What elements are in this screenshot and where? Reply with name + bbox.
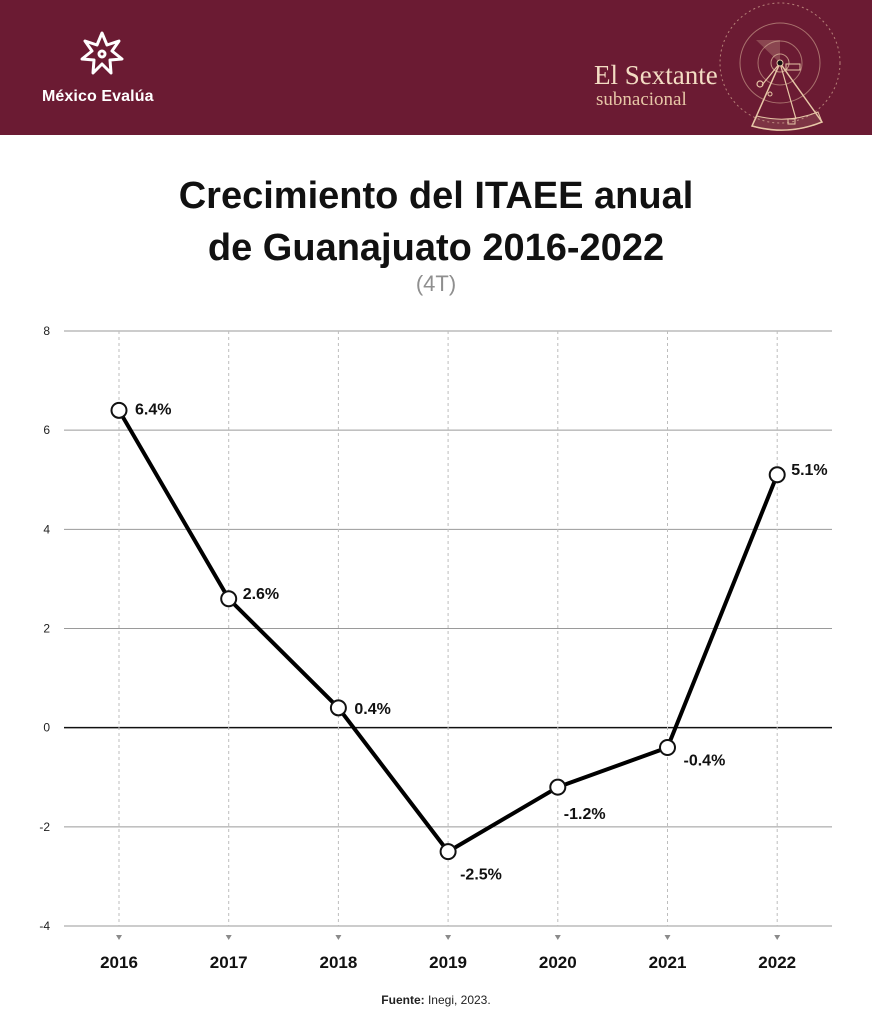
x-tick-label: 2020 bbox=[539, 953, 577, 972]
data-point bbox=[549, 778, 567, 796]
sextant-icon bbox=[719, 2, 841, 131]
y-tick-label: 2 bbox=[43, 622, 50, 636]
x-tick-label: 2016 bbox=[100, 953, 138, 972]
publication-subtitle: subnacional bbox=[596, 89, 687, 110]
data-point bbox=[110, 401, 128, 419]
y-tick-label: 0 bbox=[43, 721, 50, 735]
chart-title-line-1: Crecimiento del ITAEE anual bbox=[178, 175, 694, 217]
x-tick-marker bbox=[225, 935, 232, 940]
x-tick-marker bbox=[774, 935, 781, 940]
source-label: Fuente: bbox=[381, 993, 425, 1007]
data-point bbox=[439, 843, 457, 861]
x-tick-marker bbox=[554, 935, 561, 940]
chart-title: Crecimiento del ITAEE anual de Guanajuat… bbox=[0, 170, 872, 274]
y-tick-label: -2 bbox=[39, 820, 50, 834]
x-tick-label: 2022 bbox=[758, 953, 796, 972]
x-tick-label: 2021 bbox=[649, 953, 687, 972]
data-label: 2.6% bbox=[243, 586, 279, 603]
x-tick-marker bbox=[335, 935, 342, 940]
data-label: 5.1% bbox=[791, 462, 827, 479]
brand-name: México Evalúa bbox=[42, 88, 154, 105]
data-label: 6.4% bbox=[135, 401, 171, 418]
publication-title: El Sextante bbox=[594, 60, 718, 90]
header-banner: México Evalúa El Sextante subnacional bbox=[0, 0, 872, 135]
data-label: -0.4% bbox=[684, 753, 726, 770]
data-point bbox=[329, 699, 347, 717]
x-tick-label: 2019 bbox=[429, 953, 467, 972]
x-tick-marker bbox=[445, 935, 452, 940]
x-tick-label: 2017 bbox=[210, 953, 248, 972]
data-point bbox=[659, 739, 676, 756]
x-tick-marker bbox=[664, 935, 671, 940]
asterisk-flower-icon bbox=[80, 31, 124, 75]
data-point bbox=[768, 466, 786, 484]
source-text: Inegi, 2023. bbox=[424, 993, 491, 1007]
y-tick-label: 6 bbox=[43, 423, 50, 437]
y-tick-label: 8 bbox=[43, 324, 50, 338]
brand-block: México Evalúa bbox=[42, 30, 167, 106]
source-note: Fuente: Inegi, 2023. bbox=[0, 993, 872, 1007]
x-tick-label: 2018 bbox=[319, 953, 357, 972]
data-label: 0.4% bbox=[354, 701, 390, 718]
data-point bbox=[220, 590, 238, 608]
data-label: -1.2% bbox=[564, 806, 606, 823]
chart-subtitle: (4T) bbox=[415, 271, 457, 296]
y-tick-label: 4 bbox=[43, 522, 50, 536]
chart-title-line-2: de Guanajuato 2016-2022 bbox=[207, 227, 665, 269]
line-chart: 8 6 4 2 0 -2 -4 2016 2017 2018 2019 2020 2021 2022 6.4… bbox=[39, 324, 832, 972]
data-label: -2.5% bbox=[460, 867, 502, 884]
y-tick-label: -4 bbox=[39, 919, 50, 933]
x-tick-marker bbox=[116, 935, 122, 940]
